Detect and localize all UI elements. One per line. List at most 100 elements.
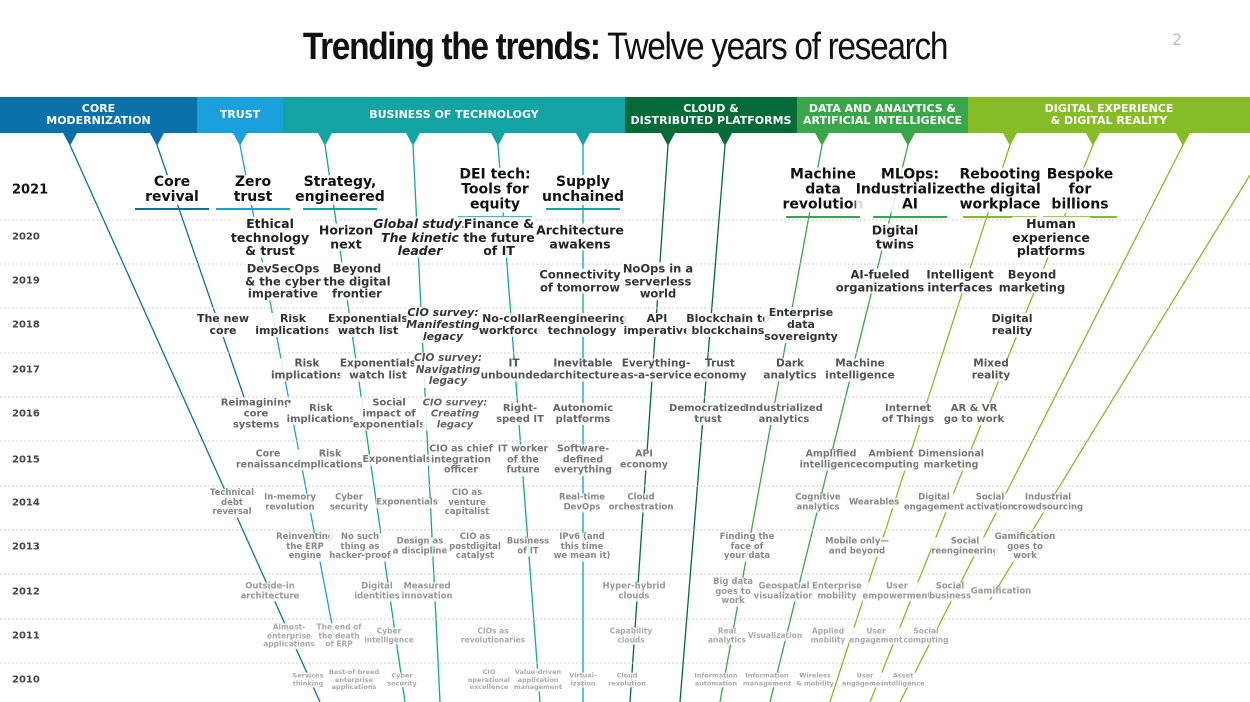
trend: Social reengineering [931, 536, 999, 557]
category-band: BUSINESS OF TECHNOLOGY [283, 97, 625, 133]
year-label: 2015 [12, 454, 40, 466]
trend: Ambient computing [862, 448, 920, 471]
trend: IPv6 (and this time we mean it) [553, 531, 611, 562]
trend: Right- speed IT [496, 403, 544, 425]
trend: Information automation [694, 671, 738, 688]
category-band: TRUST [197, 97, 283, 133]
trend: User engagement [841, 671, 889, 688]
year-label: 2014 [12, 497, 40, 509]
trend: Intelligent interfaces [926, 267, 994, 294]
trend: AI-fueled organizations [835, 267, 925, 294]
trend: Democratized trust [669, 403, 747, 425]
trend: Machine data revolution [782, 166, 864, 213]
page-number: 2 [1172, 30, 1183, 49]
trend: Gamification goes to work [994, 531, 1056, 562]
trend: Services thinking [292, 671, 324, 688]
trend-underline [1043, 215, 1117, 218]
title-bold: Trending the trends: [302, 26, 601, 68]
trend: Technical debt reversal [209, 487, 255, 518]
trend: Information management [742, 671, 792, 688]
trend: NoOps in a serverless world [622, 261, 694, 301]
trend-underline [216, 208, 290, 210]
trend: Real-time DevOps [558, 492, 606, 513]
year-label: 2018 [12, 319, 40, 331]
trend: Exponentials [362, 453, 432, 466]
trend: Cyber security [387, 671, 417, 688]
trend: Cyber intelligence [364, 626, 414, 645]
trend: User empowerment [862, 581, 932, 602]
trend: User engagement [849, 626, 903, 645]
band-pointer [318, 133, 332, 146]
trend: Cyber security [329, 492, 369, 513]
year-label: 2013 [12, 541, 40, 553]
trend: Social business [928, 581, 972, 602]
trend: Everything- as-a-service [620, 357, 692, 382]
trend: Reengineering technology [536, 312, 628, 337]
trend: Big data goes to work [712, 576, 754, 607]
trend: Software- defined everything [553, 443, 613, 476]
band-pointer [901, 133, 915, 146]
trend: Digital twins [871, 222, 919, 251]
trend: Geospatial visualization [753, 581, 815, 602]
trend: Trust economy [693, 357, 747, 382]
trend: Capability clouds [609, 626, 653, 645]
trend: Reinventing the ERP engine [276, 531, 334, 562]
trend: Social impact of exponentials [352, 397, 426, 431]
year-label: 2020 [12, 231, 40, 243]
trend: Autonomic platforms [552, 403, 614, 425]
trend: Supply unchained [542, 174, 624, 205]
trend: Social activation [966, 492, 1014, 513]
trend: API imperative [623, 312, 691, 337]
trend: Social computing [903, 626, 949, 645]
trend: Exponentials [376, 497, 438, 508]
category-band: CLOUD & DISTRIBUTED PLATFORMS [625, 97, 797, 133]
trend: CIO survey: Manifesting legacy [406, 306, 480, 343]
trend: CIO survey: Creating legacy [422, 397, 488, 431]
trend: Industrial crowdsourcing [1012, 492, 1084, 513]
trend: MLOps: Industrialized AI [855, 166, 965, 213]
trend: Measured innovation [401, 581, 453, 602]
trend: Global study: The kinetic leader [373, 215, 467, 258]
trend: Gamification [970, 586, 1032, 597]
trend: Value-driven application management [513, 667, 563, 692]
trend: Core renaissance [235, 448, 301, 471]
trend: Dark analytics [763, 357, 817, 382]
trend: Bespoke for billions [1046, 166, 1114, 213]
trend: CIO as postdigital catalyst [449, 531, 501, 562]
band-pointer [491, 133, 505, 146]
connector [629, 144, 669, 702]
trend: Exponentials watch list [328, 312, 408, 337]
trend: Outside-in architecture [240, 581, 300, 602]
trend: Finance & the future of IT [463, 215, 535, 258]
year-label: 2012 [12, 586, 40, 598]
trend: Enterprise data sovereignty [764, 306, 838, 343]
band-pointer [406, 133, 420, 146]
trend: CIO as chief integration officer [429, 443, 493, 476]
trend: CIOs as revolutionaries [460, 626, 526, 645]
trend: AR & VR go to work [943, 403, 1005, 425]
category-band: DIGITAL EXPERIENCE & DIGITAL REALITY [968, 97, 1250, 133]
trend: Amplified intelligence [799, 448, 863, 471]
trend: In-memory revolution [264, 492, 316, 513]
band-pointer [1176, 133, 1190, 146]
trend: DevSecOps & the cyber imperative [245, 261, 321, 301]
trend: Beyond marketing [998, 267, 1066, 294]
trend: Digital engagement [903, 492, 965, 513]
trend: Applied mobility [810, 626, 846, 645]
trend: Real analytics [708, 626, 746, 645]
connector [69, 144, 321, 702]
trend-underline [963, 215, 1037, 218]
trend: Digital reality [991, 312, 1033, 337]
trend: CIO operational excellence [467, 667, 511, 692]
band-pointer [1003, 133, 1017, 146]
trend: Hyper-hybrid clouds [602, 581, 666, 602]
trend: Design as a discipline [392, 536, 448, 557]
trend: CIO as venture capitalist [444, 487, 490, 518]
trend: Horizon next [318, 222, 374, 251]
connector [899, 144, 1184, 702]
title: Trending the trends: Twelve years of res… [75, 26, 1175, 69]
trend: Almost- enterprise applications [263, 622, 315, 649]
trend: IT unbounded [480, 357, 548, 382]
trend: Core revival [145, 174, 199, 205]
